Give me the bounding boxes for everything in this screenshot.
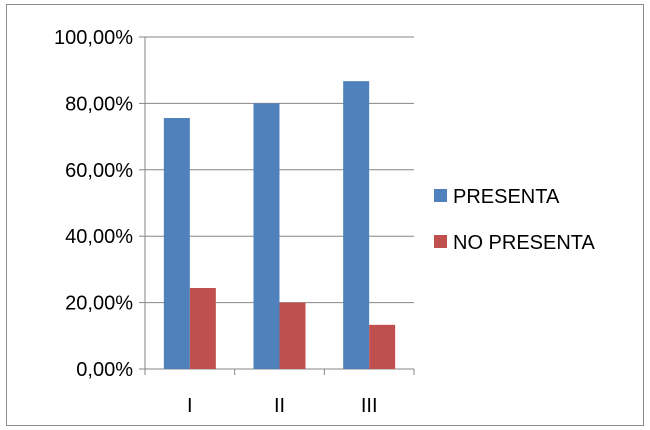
y-tick-labels: 0,00% 20,00% 40,00% 60,00% 80,00% 100,00% (54, 27, 133, 381)
bar-no-presenta-iii (369, 324, 396, 369)
y-tick-label: 40,00% (65, 226, 133, 248)
x-tick-label: II (274, 395, 285, 417)
x-tick-label: III (361, 395, 378, 417)
legend-swatch (434, 235, 447, 248)
legend-label: PRESENTA (453, 186, 560, 208)
bar-presenta-i (163, 118, 190, 370)
chart-frame (6, 4, 644, 426)
bar-no-presenta-i (189, 287, 216, 369)
legend-swatch (434, 189, 447, 202)
y-tick-label: 0,00% (76, 359, 133, 381)
x-tick-label: I (187, 395, 193, 417)
legend-label: NO PRESENTA (453, 232, 596, 254)
bars (163, 81, 396, 370)
bar-presenta-iii (343, 81, 370, 369)
legend: PRESENTA NO PRESENTA (434, 186, 596, 254)
bar-no-presenta-ii (279, 302, 306, 369)
y-tick-label: 100,00% (54, 27, 133, 49)
y-tick-label: 60,00% (65, 160, 133, 182)
bar-presenta-ii (253, 103, 280, 370)
y-tick-label: 20,00% (65, 293, 133, 315)
y-tick-label: 80,00% (65, 93, 133, 115)
x-tick-labels: I II III (187, 395, 377, 417)
